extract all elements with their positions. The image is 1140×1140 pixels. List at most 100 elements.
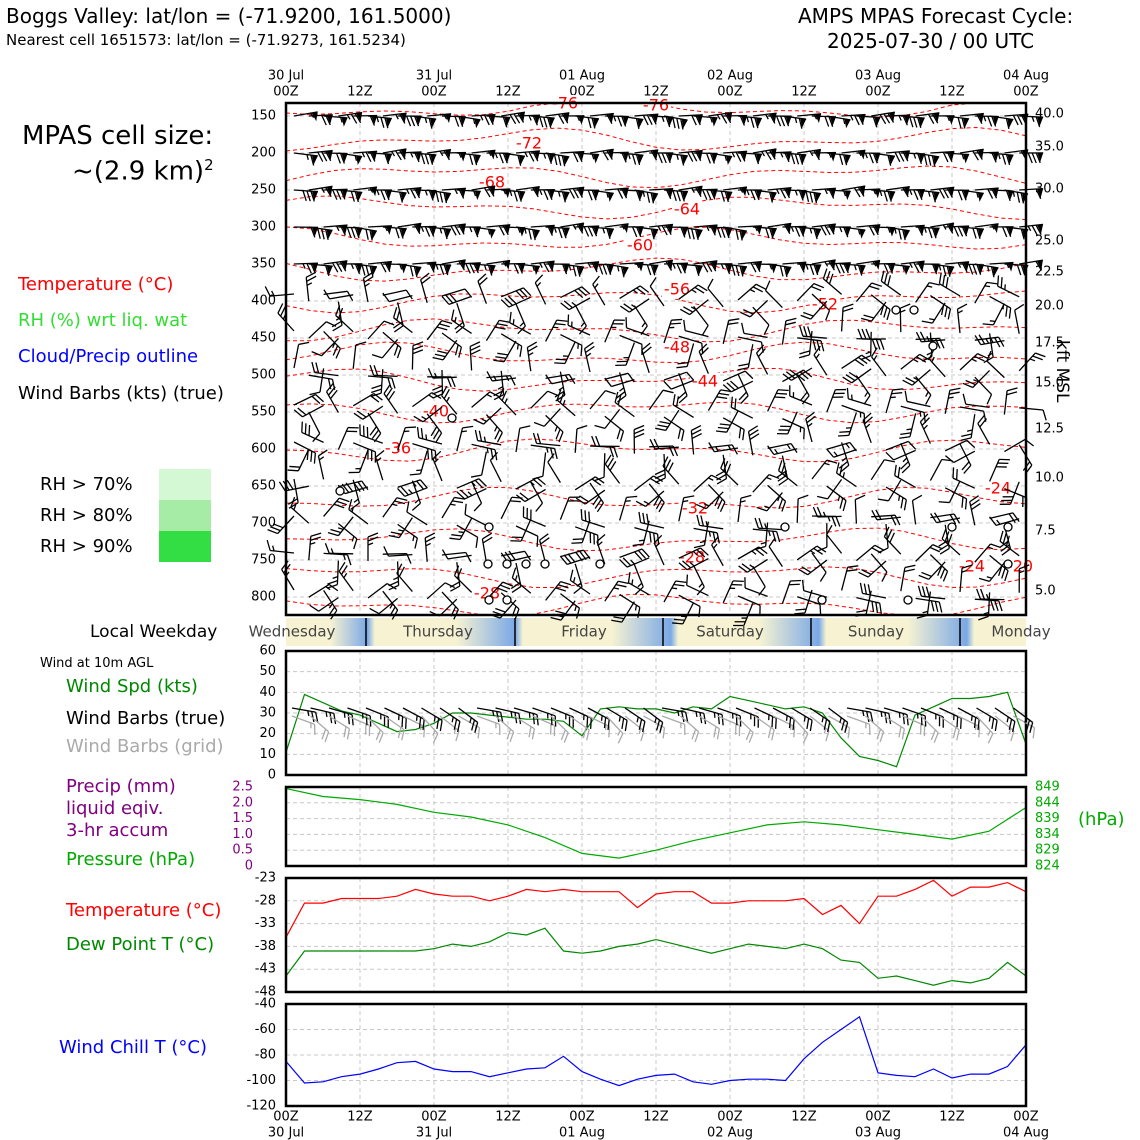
xsec-wind-barb	[858, 560, 887, 578]
wind-barb-half	[638, 539, 645, 542]
xsec-wind-barb	[500, 333, 523, 357]
xsec-wind-barb	[812, 506, 842, 518]
wind-barb-flag	[920, 723, 922, 735]
wind-barb-flag	[496, 711, 500, 723]
wind-barb-flag	[957, 303, 968, 310]
wind-barb-half	[461, 430, 467, 433]
temp-panel-tick: -33	[255, 916, 276, 931]
wind-barb-flag	[881, 571, 888, 582]
wind-barb-flag	[798, 226, 805, 237]
xsec-pressure-tick: 700	[251, 516, 276, 531]
wind-barb-flag	[1035, 152, 1041, 164]
wind-barb-pennant	[311, 227, 318, 237]
wind-barb-flag	[515, 290, 524, 300]
wind-barb-flag	[839, 430, 851, 433]
wind-barb-flag	[938, 715, 941, 727]
wind-barb-flag	[522, 506, 525, 518]
wind-barb-flag	[458, 260, 465, 271]
wind-barb-flag	[999, 458, 1010, 461]
wind-barb-flag	[499, 712, 504, 723]
wind-barb-flag	[847, 727, 851, 739]
temperature-contour-label: -64	[674, 200, 700, 219]
wind-barb-half	[873, 355, 878, 361]
true-wind-barb	[865, 707, 892, 725]
wind-barb-flag	[371, 384, 382, 390]
wind-barb-flag	[539, 116, 544, 128]
wind-barb-flag	[707, 278, 714, 289]
wind-barb-flag	[534, 274, 544, 284]
wind-barb-flag	[731, 583, 743, 586]
wind-barb-flag	[572, 265, 577, 277]
wind-barb-half	[546, 713, 549, 719]
wind-barb-half	[988, 716, 991, 722]
bottom-date-label: 02 Aug	[707, 1126, 753, 1140]
wind-barb-half	[539, 189, 543, 196]
true-wind-barb	[624, 707, 646, 733]
wind-barb-flag	[614, 391, 619, 403]
wind-barb-flag	[657, 152, 663, 164]
wind-barb-half	[833, 451, 838, 457]
wind-barb-flag	[324, 229, 329, 241]
xsec-wind-barb	[308, 185, 333, 198]
xsec-wind-barb	[545, 374, 576, 385]
wind-barb-flag	[621, 116, 627, 127]
pressure-tick: 849	[1035, 780, 1060, 795]
wind-barb-flag	[679, 308, 690, 316]
wind-barb-flag	[793, 726, 796, 738]
wind-barb-pennant	[356, 227, 363, 237]
wind-barb-flag	[765, 227, 770, 239]
xsec-wind-barb	[301, 421, 324, 443]
temperature-contour-label: -68	[479, 173, 505, 192]
wind-barb-half	[902, 457, 908, 463]
xsec-wind-barb	[589, 189, 614, 202]
wind-barb-flag	[555, 428, 561, 440]
xsec-wind-barb	[796, 374, 810, 405]
wind-barb-pennant	[814, 192, 821, 203]
wind-barb-flag	[496, 323, 508, 327]
wind-barb-half	[839, 717, 842, 723]
wind-barb-flag	[961, 433, 972, 438]
wind-barb-flag	[1001, 548, 1011, 556]
xsec-wind-barb	[929, 554, 949, 582]
wind-barb-flag	[1001, 226, 1008, 238]
wind-barb-shaft	[989, 459, 1000, 482]
bottom-time-tick-label: 00Z	[1013, 1110, 1039, 1125]
wind-barb-flag	[971, 502, 981, 511]
rh70-swatch	[159, 469, 211, 500]
xsec-wind-barb	[485, 319, 510, 341]
xsec-wind-barb	[776, 411, 798, 435]
wind-barb-flag	[1010, 730, 1015, 742]
wind-barb-flag	[550, 616, 562, 621]
wind-barb-flag	[942, 571, 949, 582]
wind-barb-pennant	[756, 190, 762, 199]
wind-barb-half	[408, 489, 413, 494]
wind-barb-flag	[414, 537, 418, 549]
wind-barb-flag	[653, 438, 660, 449]
wind-barb-shaft	[1013, 715, 1035, 729]
wind-barb-half	[321, 187, 325, 193]
wind-barb-pennant	[918, 117, 925, 127]
wind-barb-flag	[727, 322, 739, 325]
xsec-wind-barb	[945, 225, 970, 237]
wind-barb-pennant	[889, 263, 896, 273]
wind-barb-half	[529, 480, 535, 486]
wind-barb-flag	[680, 227, 686, 238]
wind-barb-flag	[311, 395, 321, 404]
wind-barb-flag	[560, 302, 570, 311]
xsec-wind-barb	[974, 151, 999, 163]
wind-barb-flag	[612, 323, 624, 325]
grid-wind-barb	[439, 715, 460, 742]
wind-barb-half	[925, 391, 929, 397]
wind-barb-flag	[396, 487, 406, 497]
wind-barb-shaft	[782, 369, 804, 383]
wind-barb-flag	[659, 420, 671, 425]
wind-barb-flag	[817, 495, 828, 500]
xsec-wind-barb	[800, 300, 828, 320]
weekday-label: Saturday	[696, 623, 764, 641]
wind-barb-shaft	[323, 115, 348, 119]
wind-barb-flag	[266, 539, 271, 551]
wind-barb-half	[473, 190, 477, 197]
rh70-label: RH > 70%	[40, 474, 133, 495]
xsec-wind-barb	[929, 458, 953, 481]
wind-barb-flag	[946, 266, 951, 277]
